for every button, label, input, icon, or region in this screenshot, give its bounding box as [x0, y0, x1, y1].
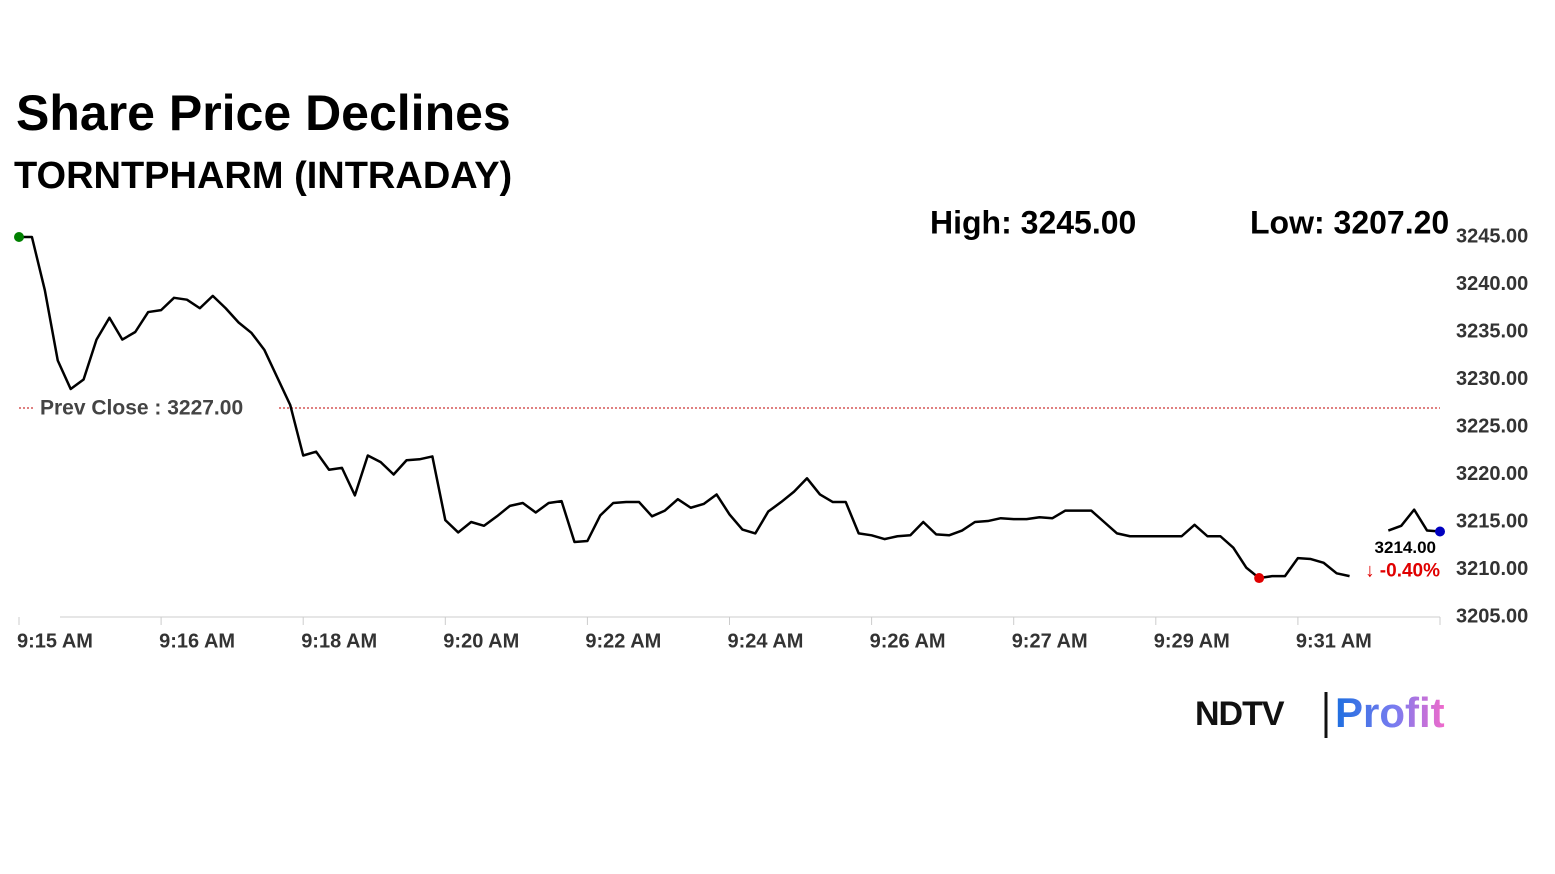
- chart-subtitle: TORNTPHARM (INTRADAY): [14, 155, 512, 197]
- end-value-label: 3214.00: [1375, 538, 1436, 557]
- y-tick-label: 3210.00: [1456, 558, 1528, 580]
- x-tick-label: 9:27 AM: [1012, 630, 1088, 652]
- low-label: Low: 3207.20: [1250, 204, 1449, 240]
- chart-title: Share Price Declines: [16, 85, 511, 141]
- prev-close-bg: [34, 394, 278, 422]
- y-tick-label: 3240.00: [1456, 273, 1528, 295]
- y-tick-label: 3205.00: [1456, 605, 1528, 627]
- x-tick-label: 9:26 AM: [870, 630, 946, 652]
- y-tick-label: 3225.00: [1456, 415, 1528, 437]
- x-tick-label: 9:24 AM: [728, 630, 804, 652]
- x-tick-label: 9:22 AM: [585, 630, 661, 652]
- x-tick-label: 9:20 AM: [443, 630, 519, 652]
- y-tick-label: 3220.00: [1456, 463, 1528, 485]
- x-tick-label: 9:15 AM: [17, 630, 93, 652]
- y-tick-label: 3245.00: [1456, 225, 1528, 247]
- y-tick-label: 3215.00: [1456, 510, 1528, 532]
- brand-name: NDTV: [1195, 695, 1285, 733]
- start-marker: [14, 232, 24, 242]
- end-change-label: ↓ -0.40%: [1365, 561, 1440, 582]
- x-tick-label: 9:18 AM: [301, 630, 377, 652]
- prev-close-label: Prev Close : 3227.00: [40, 397, 243, 420]
- x-tick-label: 9:29 AM: [1154, 630, 1230, 652]
- brand-product: Profit: [1335, 689, 1445, 736]
- price-line: [19, 235, 1441, 580]
- x-tick-label: 9:16 AM: [159, 630, 235, 652]
- y-tick-label: 3230.00: [1456, 368, 1528, 390]
- y-tick-label: 3235.00: [1456, 320, 1528, 342]
- end-marker: [1435, 526, 1445, 537]
- low-marker: [1254, 573, 1265, 584]
- x-tick-label: 9:31 AM: [1296, 630, 1372, 652]
- high-label: High: 3245.00: [930, 204, 1136, 240]
